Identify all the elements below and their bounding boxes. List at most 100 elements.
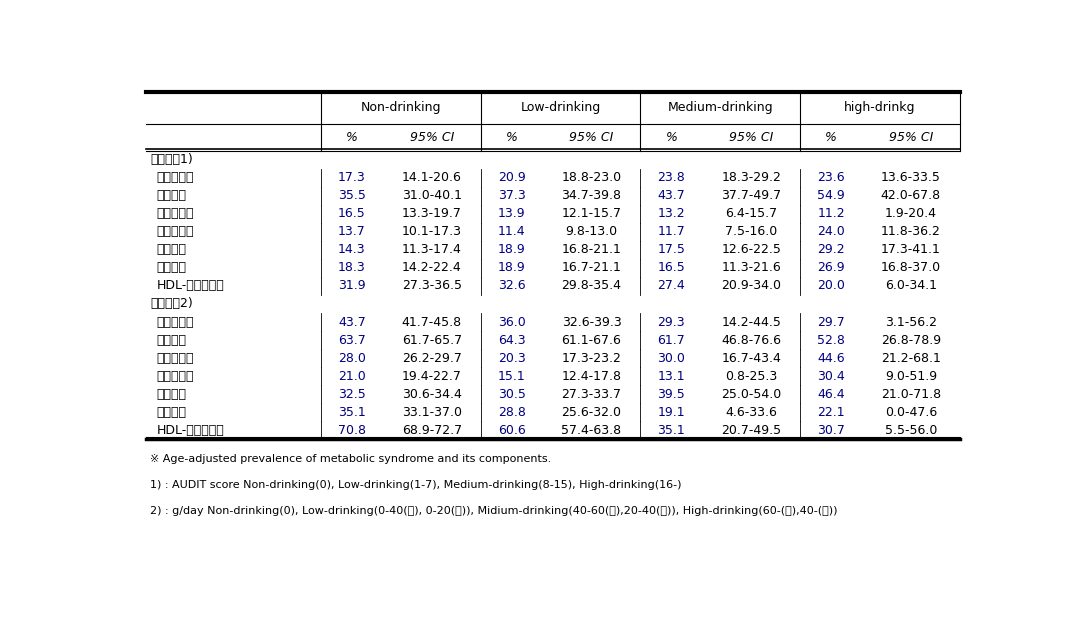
Text: 공복혈당: 공복혈당 — [156, 244, 186, 256]
Text: 19.1: 19.1 — [658, 406, 685, 419]
Text: 13.6-33.5: 13.6-33.5 — [881, 171, 940, 184]
Text: 35.5: 35.5 — [338, 189, 366, 202]
Text: 14.2-22.4: 14.2-22.4 — [402, 262, 462, 274]
Text: 36.0: 36.0 — [498, 315, 526, 328]
Text: 이완기혈압: 이완기혈압 — [156, 369, 194, 383]
Text: ※ Age-adjusted prevalence of metabolic syndrome and its components.: ※ Age-adjusted prevalence of metabolic s… — [150, 454, 552, 464]
Text: 11.8-36.2: 11.8-36.2 — [881, 226, 940, 238]
Text: high-drinkg: high-drinkg — [844, 102, 916, 115]
Text: 13.9: 13.9 — [498, 207, 526, 220]
Text: 18.3: 18.3 — [338, 262, 366, 274]
Text: 대사증후군: 대사증후군 — [156, 171, 194, 184]
Text: 68.9-72.7: 68.9-72.7 — [402, 424, 462, 437]
Text: 26.9: 26.9 — [817, 262, 845, 274]
Text: 26.8-78.9: 26.8-78.9 — [880, 333, 941, 346]
Text: 25.0-54.0: 25.0-54.0 — [721, 388, 781, 401]
Text: 46.8-76.6: 46.8-76.6 — [721, 333, 781, 346]
Text: 27.3-36.5: 27.3-36.5 — [402, 280, 462, 292]
Text: 17.3-41.1: 17.3-41.1 — [881, 244, 940, 256]
Text: 16.7-21.1: 16.7-21.1 — [561, 262, 621, 274]
Text: 31.0-40.1: 31.0-40.1 — [402, 189, 462, 202]
Text: 57.4-63.8: 57.4-63.8 — [561, 424, 621, 437]
Text: 16.5: 16.5 — [338, 207, 366, 220]
Text: 30.5: 30.5 — [498, 388, 526, 401]
Text: 13.1: 13.1 — [658, 369, 685, 383]
Text: 64.3: 64.3 — [498, 333, 526, 346]
Text: 내부연구2): 내부연구2) — [150, 297, 193, 310]
Text: 수축기혈압: 수축기혈압 — [156, 351, 194, 364]
Text: %: % — [346, 131, 358, 144]
Text: Low-drinking: Low-drinking — [521, 102, 601, 115]
Text: 허리둘레: 허리둘레 — [156, 189, 186, 202]
Text: 32.6: 32.6 — [498, 280, 526, 292]
Text: 41.7-45.8: 41.7-45.8 — [402, 315, 462, 328]
Text: 95% CI: 95% CI — [729, 131, 773, 144]
Text: 44.6: 44.6 — [817, 351, 845, 364]
Text: 10.1-17.3: 10.1-17.3 — [402, 226, 462, 238]
Text: 12.4-17.8: 12.4-17.8 — [561, 369, 621, 383]
Text: 대사증후군: 대사증후군 — [156, 315, 194, 328]
Text: 5.5-56.0: 5.5-56.0 — [885, 424, 937, 437]
Text: 24.0: 24.0 — [817, 226, 845, 238]
Text: 95% CI: 95% CI — [570, 131, 614, 144]
Text: 20.9: 20.9 — [498, 171, 526, 184]
Text: 19.4-22.7: 19.4-22.7 — [402, 369, 462, 383]
Text: 29.7: 29.7 — [817, 315, 845, 328]
Text: 7.5-16.0: 7.5-16.0 — [725, 226, 778, 238]
Text: 3.1-56.2: 3.1-56.2 — [885, 315, 937, 328]
Text: HDL-콜레스테롤: HDL-콜레스테롤 — [156, 280, 224, 292]
Text: Non-drinking: Non-drinking — [361, 102, 441, 115]
Text: 46.4: 46.4 — [817, 388, 845, 401]
Text: HDL-콜레스테롤: HDL-콜레스테롤 — [156, 424, 224, 437]
Text: 18.8-23.0: 18.8-23.0 — [561, 171, 621, 184]
Text: 16.8-37.0: 16.8-37.0 — [880, 262, 941, 274]
Text: 61.7-65.7: 61.7-65.7 — [402, 333, 462, 346]
Text: 14.1-20.6: 14.1-20.6 — [402, 171, 462, 184]
Text: 이완기혈압: 이완기혈압 — [156, 226, 194, 238]
Text: 30.7: 30.7 — [817, 424, 845, 437]
Text: 18.3-29.2: 18.3-29.2 — [721, 171, 781, 184]
Text: 32.6-39.3: 32.6-39.3 — [561, 315, 621, 328]
Text: 선행연구1): 선행연구1) — [150, 153, 193, 166]
Text: 52.8: 52.8 — [817, 333, 845, 346]
Text: 63.7: 63.7 — [338, 333, 366, 346]
Text: 11.4: 11.4 — [498, 226, 526, 238]
Text: 28.0: 28.0 — [338, 351, 366, 364]
Text: %: % — [506, 131, 517, 144]
Text: 13.2: 13.2 — [658, 207, 685, 220]
Text: %: % — [825, 131, 836, 144]
Text: 30.0: 30.0 — [658, 351, 685, 364]
Text: 32.5: 32.5 — [338, 388, 366, 401]
Text: 11.7: 11.7 — [658, 226, 685, 238]
Text: 6.4-15.7: 6.4-15.7 — [725, 207, 778, 220]
Text: 16.7-43.4: 16.7-43.4 — [721, 351, 781, 364]
Text: 2) : g/day Non-drinking(0), Low-drinking(0-40(남), 0-20(여)), Midium-drinking(40-6: 2) : g/day Non-drinking(0), Low-drinking… — [150, 506, 838, 516]
Text: 34.7-39.8: 34.7-39.8 — [561, 189, 621, 202]
Text: 0.0-47.6: 0.0-47.6 — [885, 406, 937, 419]
Text: 14.3: 14.3 — [338, 244, 365, 256]
Text: 37.3: 37.3 — [498, 189, 526, 202]
Text: 25.6-32.0: 25.6-32.0 — [561, 406, 621, 419]
Text: 1) : AUDIT score Non-drinking(0), Low-drinking(1-7), Medium-drinking(8-15), High: 1) : AUDIT score Non-drinking(0), Low-dr… — [150, 480, 682, 490]
Text: 20.9-34.0: 20.9-34.0 — [721, 280, 781, 292]
Text: 35.1: 35.1 — [658, 424, 685, 437]
Text: 9.0-51.9: 9.0-51.9 — [885, 369, 937, 383]
Text: 중성지방: 중성지방 — [156, 262, 186, 274]
Text: 43.7: 43.7 — [338, 315, 366, 328]
Text: 20.0: 20.0 — [817, 280, 845, 292]
Text: 18.9: 18.9 — [498, 262, 526, 274]
Text: 60.6: 60.6 — [498, 424, 526, 437]
Text: 21.0: 21.0 — [338, 369, 366, 383]
Text: 54.9: 54.9 — [817, 189, 845, 202]
Text: 22.1: 22.1 — [817, 406, 845, 419]
Text: 61.1-67.6: 61.1-67.6 — [561, 333, 621, 346]
Text: 33.1-37.0: 33.1-37.0 — [402, 406, 462, 419]
Text: 29.8-35.4: 29.8-35.4 — [561, 280, 621, 292]
Text: 13.3-19.7: 13.3-19.7 — [402, 207, 462, 220]
Text: 중성지방: 중성지방 — [156, 406, 186, 419]
Text: 9.8-13.0: 9.8-13.0 — [565, 226, 618, 238]
Text: 27.4: 27.4 — [658, 280, 685, 292]
Text: 1.9-20.4: 1.9-20.4 — [885, 207, 937, 220]
Text: 17.3-23.2: 17.3-23.2 — [561, 351, 621, 364]
Text: 21.2-68.1: 21.2-68.1 — [881, 351, 940, 364]
